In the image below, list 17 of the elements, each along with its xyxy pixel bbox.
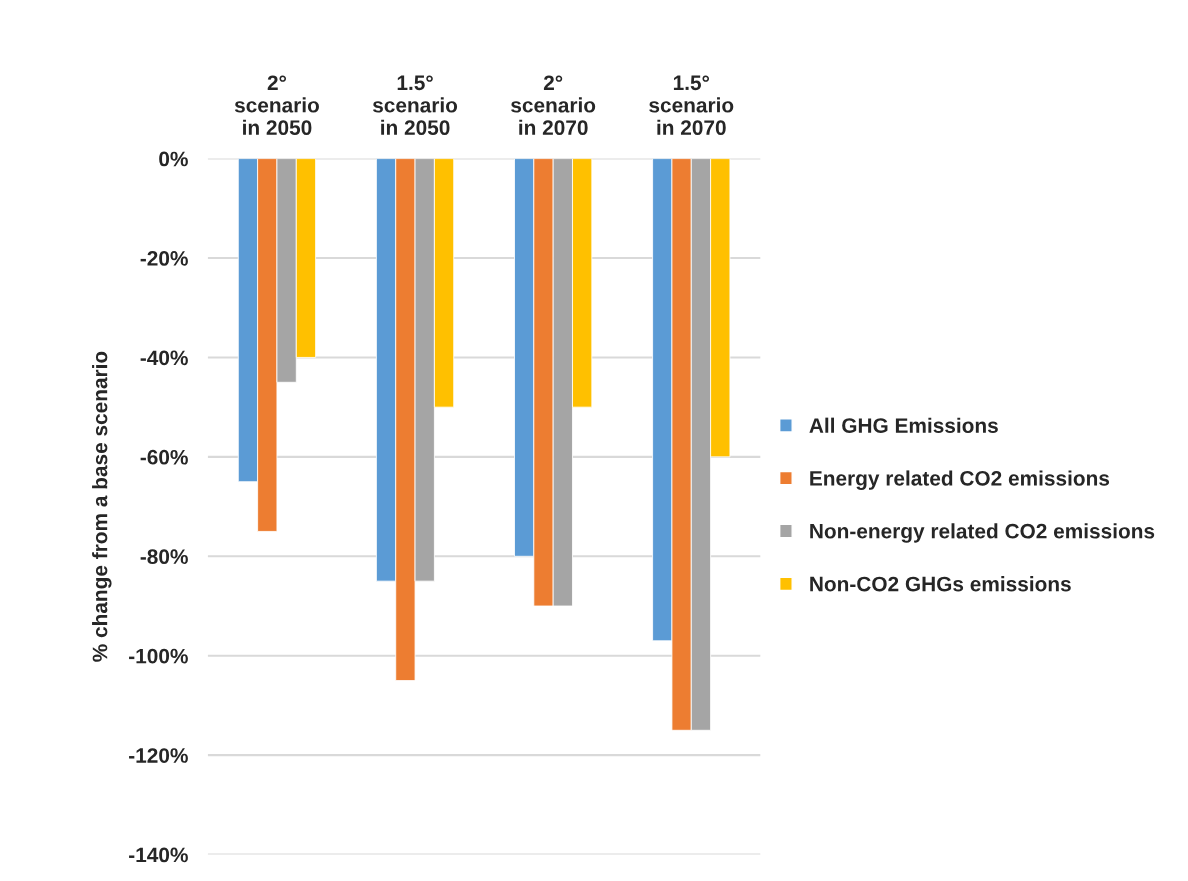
x-tick-label: 1.5° scenario in 2070 [649,75,734,136]
y-tick-label: -60% [140,449,188,465]
y-tick-label: 0% [159,151,188,167]
legend-label: Non-energy related CO2 emissions [810,523,1155,543]
y-tick-label: -100% [129,648,188,664]
y-tick-label: -80% [140,549,188,565]
y-axis-title: % change from a base scenario [92,351,112,662]
y-tick-label: -120% [129,748,188,763]
x-tick-label: 1.5° scenario in 2050 [372,75,458,136]
x-tick-label: 2° scenario in 2070 [511,75,596,136]
x-tick-label: 2° scenario in 2050 [234,75,319,136]
y-tick-label: -40% [140,350,188,366]
y-tick-label: -140% [129,847,188,863]
legend-label: Energy related CO2 emissions [810,470,1110,490]
legend-label: Non-CO2 GHGs emissions [810,576,1071,592]
y-tick-label: -20% [140,251,188,266]
legend-label: All GHG Emissions [809,417,998,433]
